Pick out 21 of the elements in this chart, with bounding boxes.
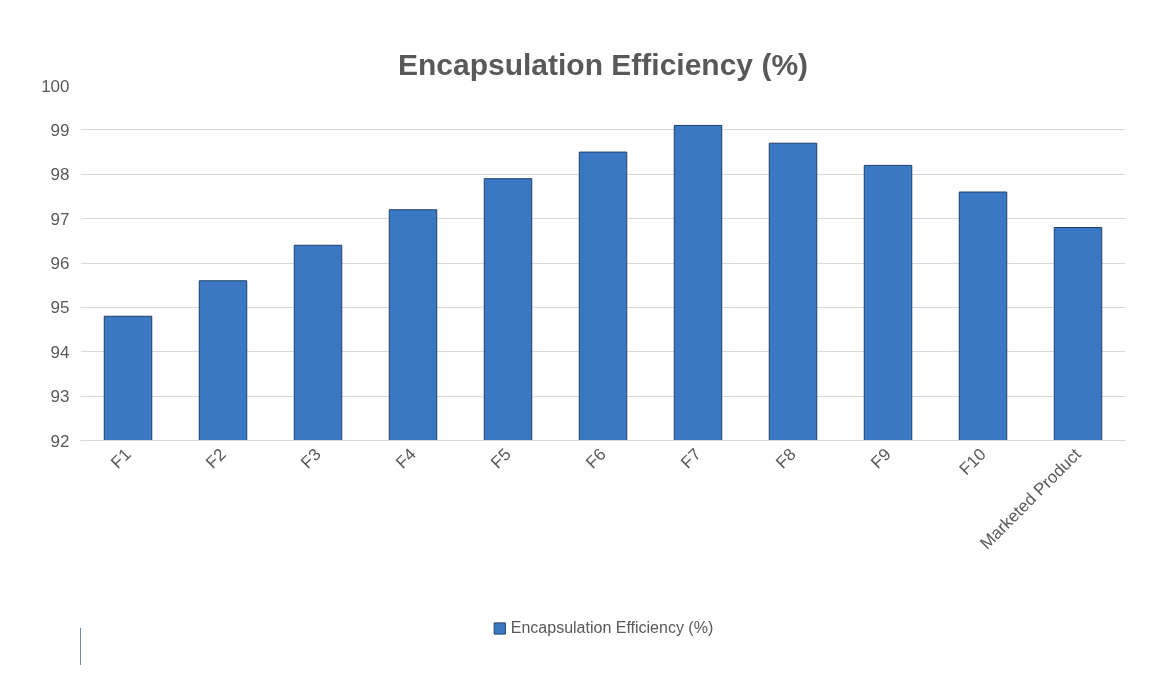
x-tick-label: F6 [582, 444, 610, 473]
y-tick-label: 96 [50, 254, 70, 273]
chart-title: Encapsulation Efficiency (%) [397, 47, 809, 81]
y-tick-label: 94 [50, 342, 70, 362]
legend-label: Encapsulation Efficiency (%) [510, 618, 714, 637]
x-tick-label: F8 [772, 444, 800, 473]
y-tick-label: 97 [50, 209, 70, 229]
x-tick-label: F2 [202, 444, 230, 473]
x-tick-label: F1 [107, 444, 135, 473]
x-tick-label: F5 [487, 444, 515, 473]
y-tick-label: 98 [50, 165, 70, 185]
y-tick-label: 95 [50, 298, 70, 318]
x-tick-label: F10 [955, 444, 990, 479]
x-tick-label: F4 [392, 444, 420, 473]
y-tick-label: 100 [41, 76, 70, 96]
x-tick-label: F3 [297, 444, 325, 473]
y-tick-label: 92 [50, 431, 70, 451]
y-tick-label: 93 [50, 387, 70, 407]
y-tick-label: 99 [50, 120, 70, 140]
x-tick-label: F7 [677, 444, 705, 473]
x-tick-label: F9 [867, 444, 895, 473]
